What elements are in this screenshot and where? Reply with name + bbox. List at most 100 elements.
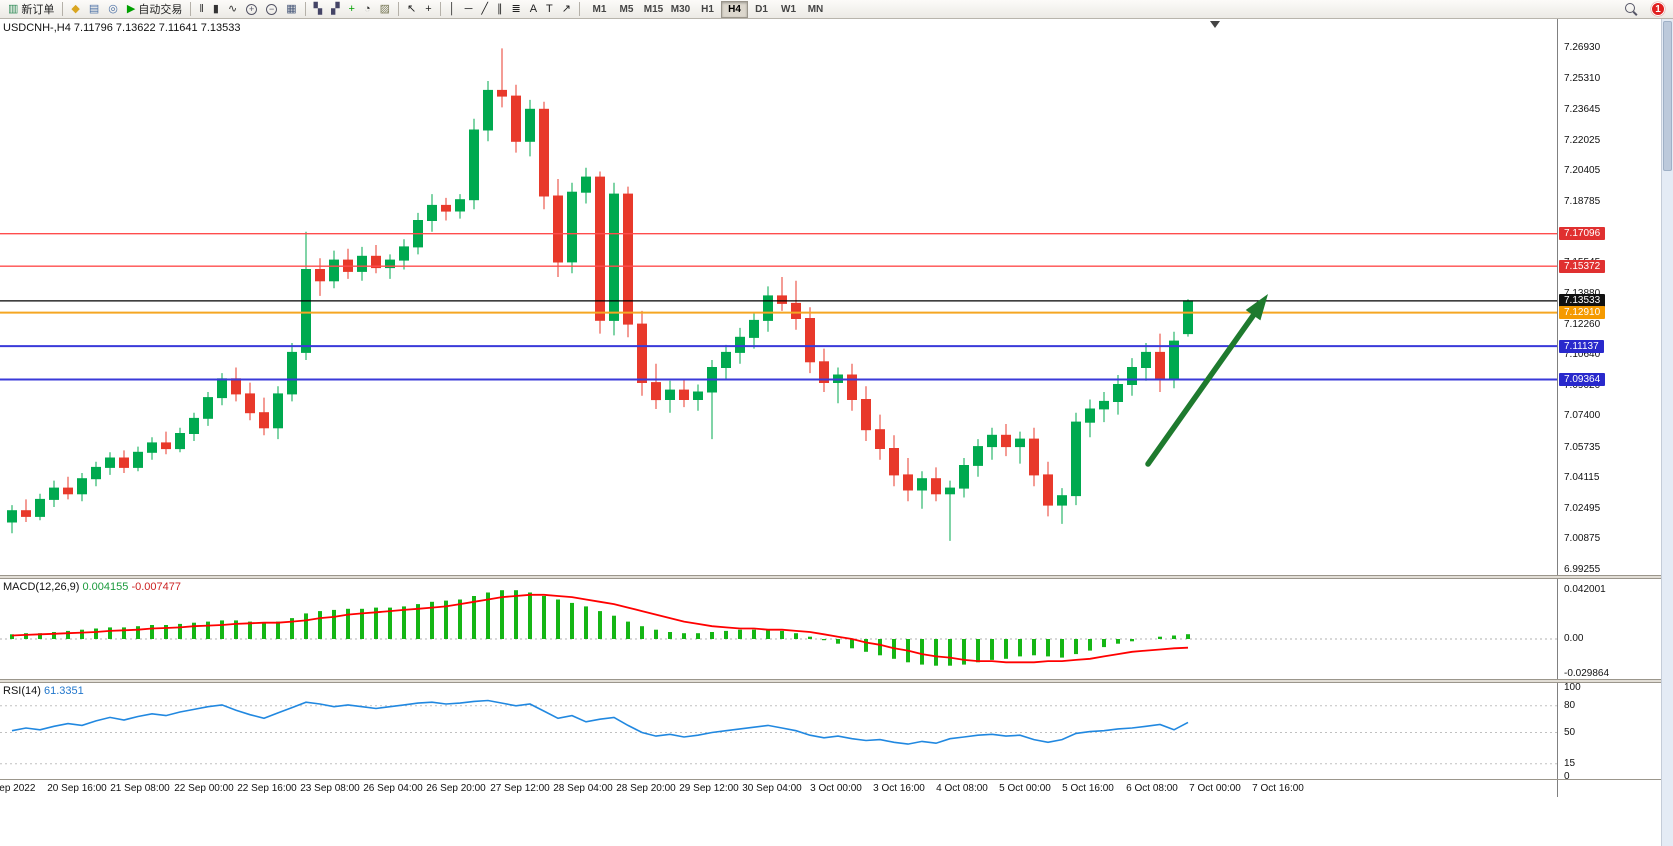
time-axis-label: 5 Oct 00:00 xyxy=(999,783,1051,794)
tile-windows-button[interactable]: ▚ xyxy=(310,1,326,18)
search-icon[interactable] xyxy=(1625,2,1638,16)
price-tick: 7.02495 xyxy=(1564,503,1601,514)
new-order-button[interactable]: ▥ 新订单 xyxy=(4,1,58,18)
price-tick: 7.22025 xyxy=(1564,135,1601,146)
time-axis-label: 28 Sep 04:00 xyxy=(553,783,613,794)
macd-histogram xyxy=(10,590,1190,666)
cursor-icon: ↖ xyxy=(407,2,417,15)
time-axis-label: 7 Oct 16:00 xyxy=(1252,783,1304,794)
toolbar: ▥ 新订单 ◆ ▤ ◎ ▶ 自动交易 ‖ ▮ ∿ + − ▦ ▚ ▞ + ◔ ▨ ↖ + │ ─ ╱ ∥ ≣ A T ↗ M1 M5 M15… xyxy=(0,0,1673,19)
rsi-name: RSI(14) xyxy=(3,685,41,697)
price-line-label: 7.09364 xyxy=(1559,373,1606,386)
time-axis-label: 22 Sep 16:00 xyxy=(237,783,297,794)
zoom-out-button[interactable]: − xyxy=(262,1,281,18)
new-order-icon: ▥ xyxy=(8,2,19,15)
macd-value: 0.004155 xyxy=(82,581,129,593)
rsi-tick: 80 xyxy=(1564,700,1576,711)
price-axis[interactable]: 7.26930 7.25310 7.23645 7.22025 7.20405 7.187… xyxy=(1557,19,1661,797)
toolbar-separator xyxy=(439,2,441,16)
toolbar-separator xyxy=(62,2,64,16)
price-line-label: 7.13533 xyxy=(1559,294,1606,307)
time-axis-label: 23 Sep 08:00 xyxy=(300,783,360,794)
cursor-button[interactable]: ↖ xyxy=(403,1,420,18)
navigator-icon: ◎ xyxy=(108,2,118,15)
scrollbar-thumb[interactable] xyxy=(1663,21,1672,171)
panel-separator[interactable] xyxy=(0,575,1661,579)
timeframe-m5[interactable]: M5 xyxy=(613,1,640,18)
channel-button[interactable]: ∥ xyxy=(493,1,507,18)
data-window-button[interactable]: ▤ xyxy=(85,1,103,18)
line-chart-icon: ∿ xyxy=(227,2,238,15)
horizontal-line-button[interactable]: ─ xyxy=(461,1,477,18)
time-axis-label: 29 Sep 12:00 xyxy=(679,783,739,794)
template-button[interactable]: ▨ xyxy=(376,1,394,18)
time-axis-label: 21 Sep 08:00 xyxy=(110,783,170,794)
price-tick: 7.10640 xyxy=(1564,349,1601,360)
text-button[interactable]: A xyxy=(526,1,541,18)
fibonacci-icon: ≣ xyxy=(511,2,521,15)
price-tick: 7.25310 xyxy=(1564,73,1601,84)
line-chart-button[interactable]: ∿ xyxy=(224,1,241,18)
price-line-label: 7.11137 xyxy=(1559,340,1604,353)
navigator-button[interactable]: ◎ xyxy=(104,1,122,18)
time-axis-label: 3 Oct 16:00 xyxy=(873,783,925,794)
time-axis-label: 6 Oct 08:00 xyxy=(1126,783,1178,794)
time-axis-label: 26 Sep 04:00 xyxy=(363,783,423,794)
price-tick: 7.04115 xyxy=(1564,472,1600,483)
arrows-button[interactable]: ↗ xyxy=(558,1,575,18)
arrows-icon: ↗ xyxy=(561,2,571,15)
macd-panel[interactable] xyxy=(0,579,1557,679)
period-button[interactable]: ◔ xyxy=(360,1,375,18)
time-axis-label: 20 Sep 16:00 xyxy=(47,783,107,794)
price-line-label: 7.15372 xyxy=(1559,260,1606,273)
panel-separator[interactable] xyxy=(0,679,1661,683)
time-axis-label: 22 Sep 00:00 xyxy=(174,783,234,794)
rsi-tick: 0 xyxy=(1564,771,1570,782)
window-list-button[interactable]: ▞ xyxy=(327,1,343,18)
price-tick: 7.05735 xyxy=(1564,442,1601,453)
time-axis-separator xyxy=(0,779,1661,780)
timeframe-mn[interactable]: MN xyxy=(802,1,829,18)
price-tick: 6.99255 xyxy=(1564,564,1601,575)
rsi-value: 61.3351 xyxy=(43,685,84,697)
zoom-in-button[interactable]: + xyxy=(242,1,261,18)
candlestick-chart-button[interactable]: ▮ xyxy=(209,1,223,18)
rsi-tick: 100 xyxy=(1564,682,1581,693)
timeframe-h1[interactable]: H1 xyxy=(694,1,721,18)
chart-title: USDCNH-,H4 7.11796 7.13622 7.11641 7.135… xyxy=(3,22,241,34)
market-watch-button[interactable]: ◆ xyxy=(67,1,83,18)
toolbar-separator xyxy=(579,2,580,16)
vertical-line-button[interactable]: │ xyxy=(445,1,460,18)
time-axis-label: 4 Oct 08:00 xyxy=(936,783,988,794)
candles-layer xyxy=(7,48,1193,541)
grid-button[interactable]: ▦ xyxy=(282,1,300,18)
timeframe-h4[interactable]: H4 xyxy=(721,0,748,18)
crosshair-button[interactable]: + xyxy=(421,1,435,18)
trend-arrow[interactable] xyxy=(1145,294,1268,467)
notification-badge[interactable]: 1 xyxy=(1651,2,1665,16)
price-tick: 7.00875 xyxy=(1564,533,1601,544)
timeframe-m15[interactable]: M15 xyxy=(640,1,667,18)
bar-chart-button[interactable]: ‖ xyxy=(195,1,208,18)
price-tick: 7.18785 xyxy=(1564,196,1601,207)
price-tick: 7.23645 xyxy=(1564,104,1601,115)
price-line-label: 7.17096 xyxy=(1559,227,1606,240)
timeframe-d1[interactable]: D1 xyxy=(748,1,775,18)
text-label-button[interactable]: T xyxy=(542,1,557,18)
timeframe-m30[interactable]: M30 xyxy=(667,1,694,18)
auto-trading-button[interactable]: ▶ 自动交易 xyxy=(123,1,186,18)
price-chart[interactable] xyxy=(0,19,1557,575)
vertical-scrollbar[interactable] xyxy=(1661,19,1673,846)
add-indicator-button[interactable]: + xyxy=(345,1,359,18)
trendline-button[interactable]: ╱ xyxy=(477,1,492,18)
crosshair-icon: + xyxy=(425,2,432,15)
fibonacci-button[interactable]: ≣ xyxy=(507,1,524,18)
rsi-line xyxy=(11,699,1189,745)
rsi-tick: 15 xyxy=(1564,758,1576,769)
zoom-out-icon: − xyxy=(266,3,278,15)
timeframe-m1[interactable]: M1 xyxy=(586,1,613,18)
timeframe-w1[interactable]: W1 xyxy=(775,1,802,18)
rsi-panel[interactable] xyxy=(0,683,1557,779)
